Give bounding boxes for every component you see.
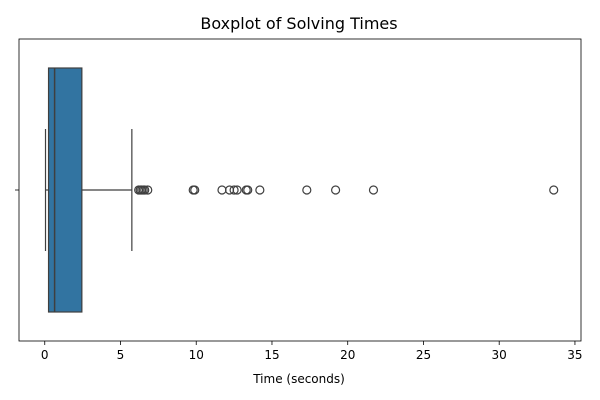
x-tick-label: 15 <box>264 348 279 362</box>
x-tick-label: 10 <box>189 348 204 362</box>
outlier-point <box>302 185 312 195</box>
plot-area <box>44 67 559 313</box>
x-tick-label: 35 <box>567 348 582 362</box>
outlier-point <box>549 185 559 195</box>
x-axis-label: Time (seconds) <box>252 372 345 386</box>
x-tick-label: 5 <box>117 348 125 362</box>
iqr-box <box>47 67 83 313</box>
x-tick-label: 30 <box>492 348 507 362</box>
x-axis-ticks: 0 5 10 15 20 25 30 35 <box>41 341 583 362</box>
x-tick-label: 25 <box>416 348 431 362</box>
x-tick-label: 20 <box>340 348 355 362</box>
outlier-point <box>368 185 379 195</box>
outlier-point <box>229 185 239 195</box>
outlier-point <box>330 185 341 195</box>
outlier-point <box>143 185 153 195</box>
chart-title: Boxplot of Solving Times <box>200 14 397 33</box>
outlier-point <box>190 185 200 195</box>
outlier-point <box>217 185 227 195</box>
outlier-point <box>140 185 150 195</box>
outlier-point <box>232 185 242 195</box>
x-tick-label: 0 <box>41 348 49 362</box>
outlier-point <box>255 185 265 195</box>
outlier-point <box>243 185 253 195</box>
